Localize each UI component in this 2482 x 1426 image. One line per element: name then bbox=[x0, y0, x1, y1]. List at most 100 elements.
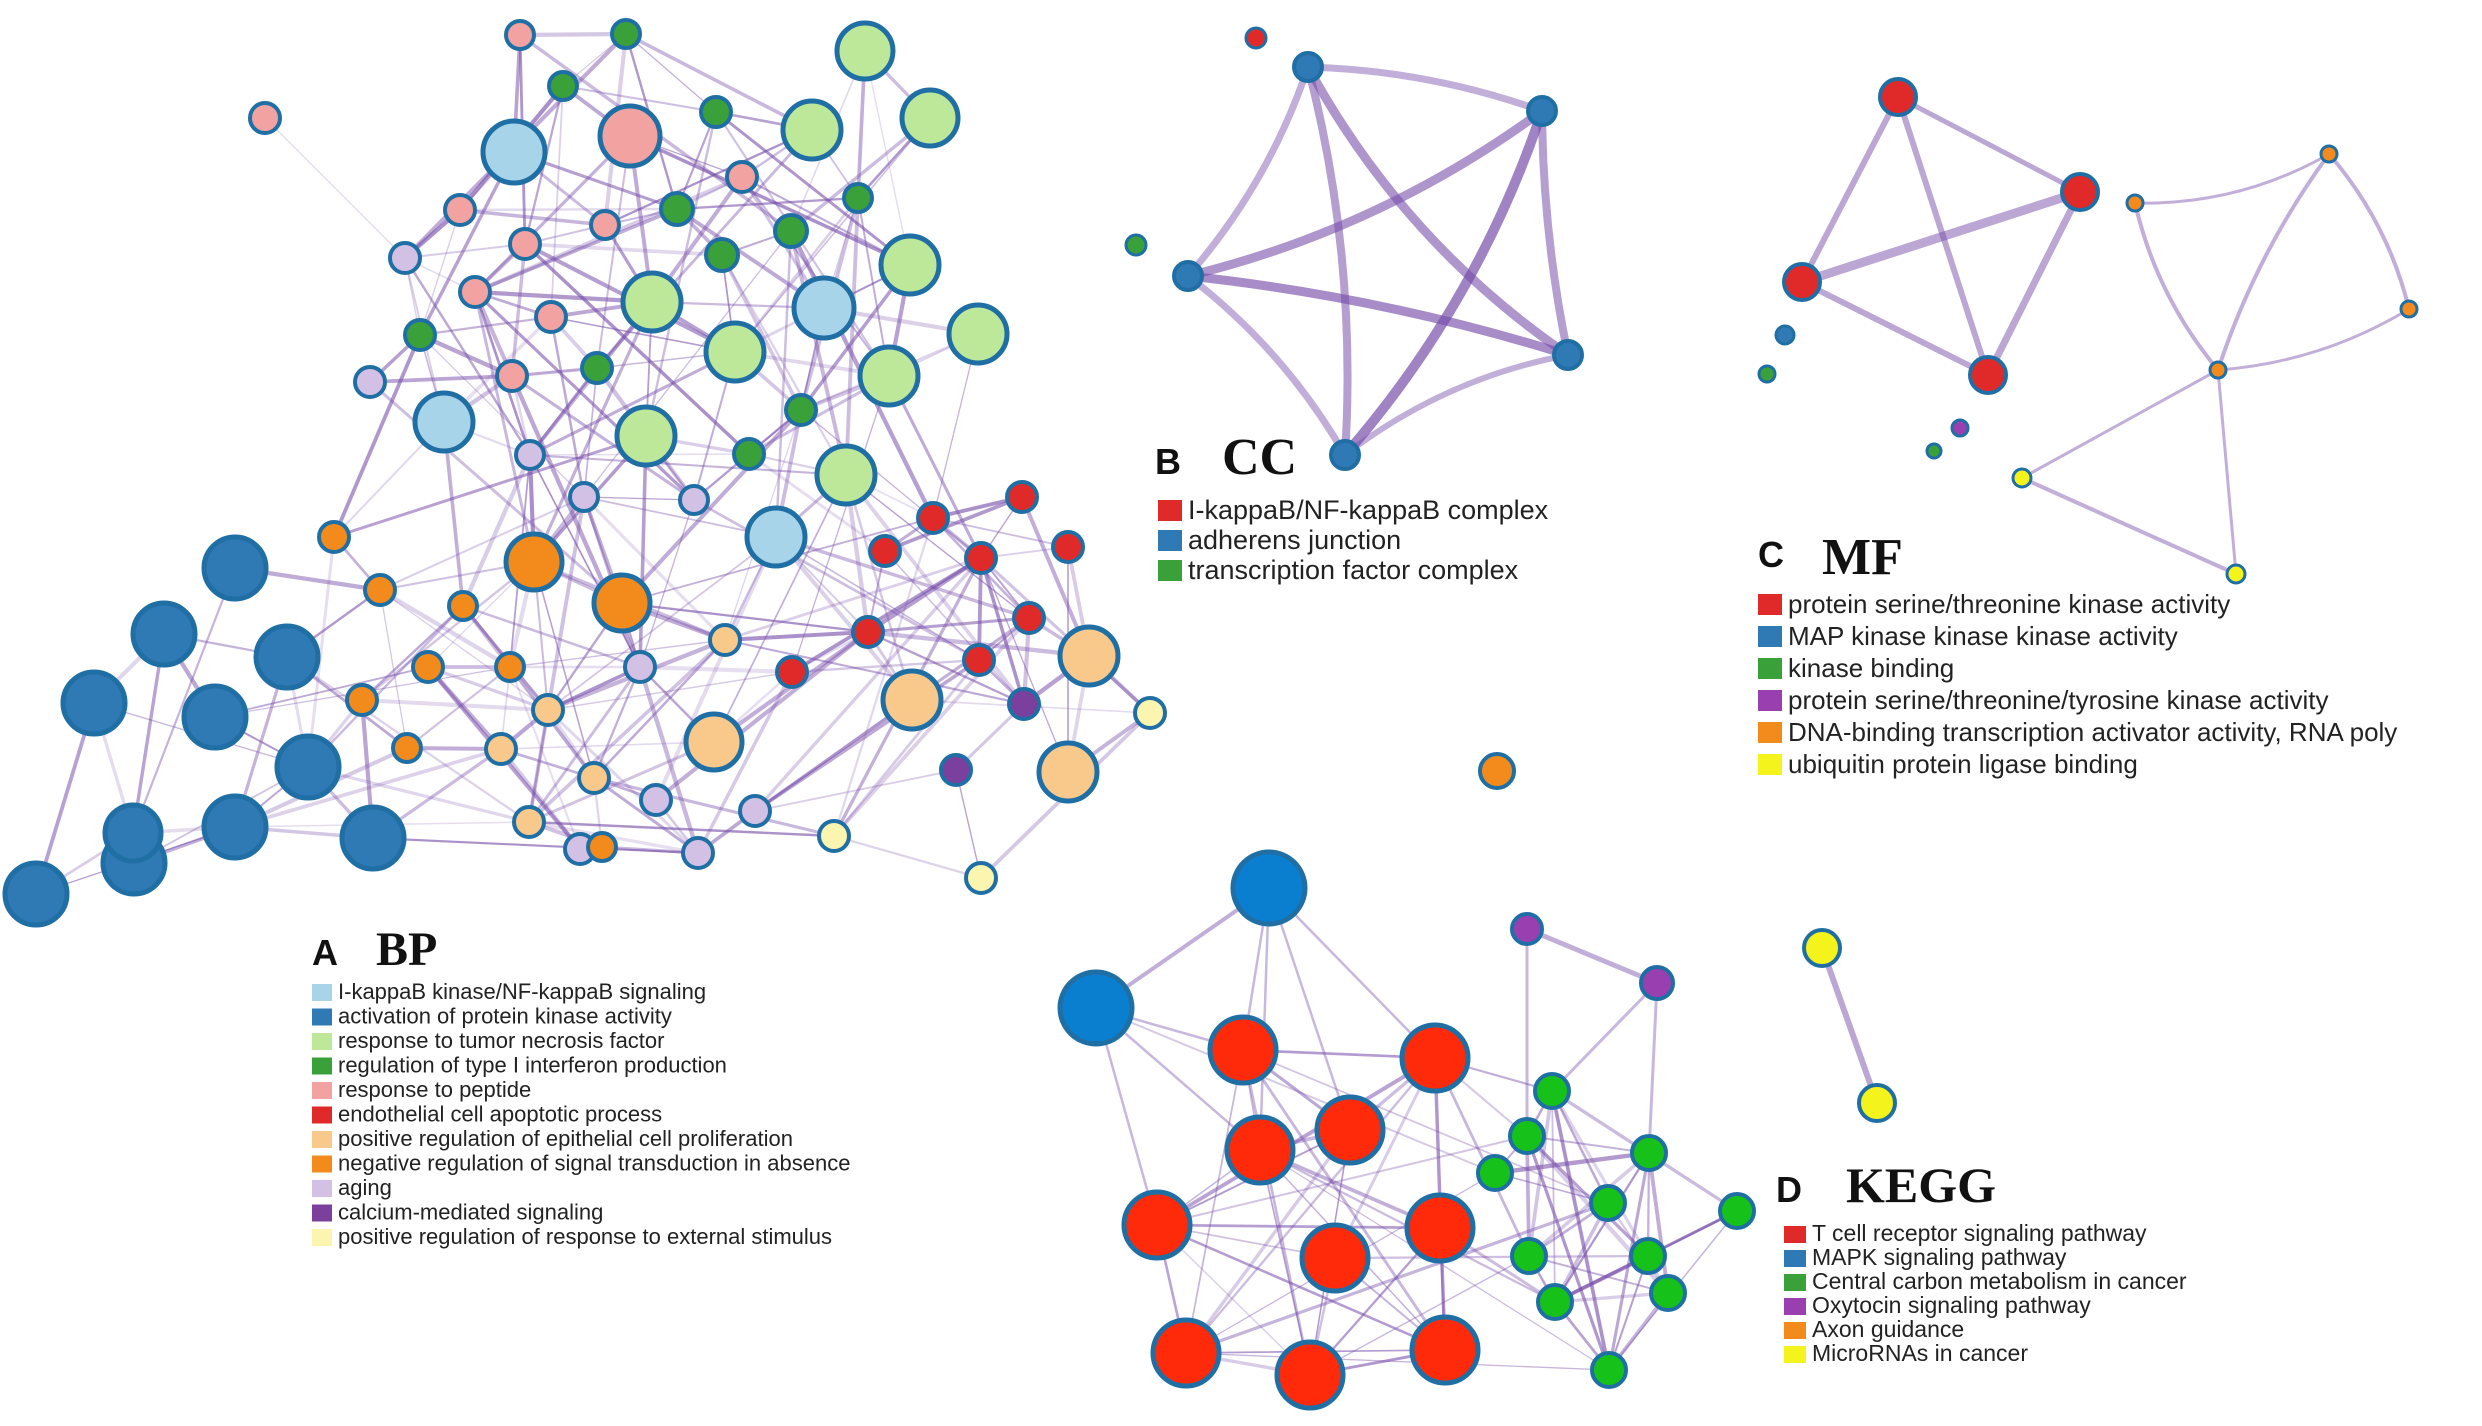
bp-edge bbox=[866, 616, 1031, 634]
cc-node bbox=[1172, 260, 1204, 292]
kegg-node bbox=[1409, 1314, 1481, 1386]
mf-edge bbox=[2327, 152, 2411, 311]
kegg-node bbox=[1630, 1134, 1668, 1172]
bp-edge bbox=[131, 632, 166, 835]
mf-edge bbox=[1797, 187, 2085, 287]
kegg-edge bbox=[1550, 1089, 1610, 1205]
bp-node bbox=[514, 439, 546, 471]
kegg-node bbox=[1121, 1189, 1193, 1261]
kegg-edge bbox=[1551, 1090, 1556, 1303]
bp-node bbox=[791, 275, 857, 341]
kegg-edge bbox=[1525, 1134, 1651, 1155]
legend-label: response to peptide bbox=[338, 1077, 531, 1102]
kegg-edge bbox=[1184, 1201, 1610, 1355]
bp-node bbox=[916, 501, 950, 535]
bp-edge bbox=[582, 495, 727, 642]
bp-edge bbox=[592, 665, 642, 780]
bp-node bbox=[411, 650, 445, 684]
bp-edge bbox=[306, 765, 531, 824]
bp-edge bbox=[517, 31, 629, 38]
kegg-node bbox=[1802, 928, 1842, 968]
legend-swatch bbox=[1784, 1250, 1806, 1267]
bp-edge bbox=[624, 32, 814, 132]
kegg-edge bbox=[1550, 1089, 1650, 1258]
panel-title-mf: MF bbox=[1822, 529, 1903, 586]
bp-edge bbox=[883, 495, 1024, 553]
kegg-edge bbox=[1241, 1048, 1312, 1377]
bp-node bbox=[946, 302, 1010, 366]
kegg-edge bbox=[1492, 1150, 1652, 1176]
legend-label: Central carbon metabolism in cancer bbox=[1812, 1268, 2187, 1294]
kegg-edge bbox=[1155, 1223, 1442, 1230]
kegg-edge bbox=[1525, 1134, 1531, 1258]
legend-swatch bbox=[312, 1131, 332, 1148]
panel-letter-c: C bbox=[1758, 534, 1784, 575]
bp-node bbox=[504, 19, 536, 51]
kegg-edge bbox=[1494, 1172, 1609, 1204]
kegg-node bbox=[1639, 965, 1675, 1001]
legend-swatch bbox=[1758, 594, 1782, 615]
mf-node bbox=[2060, 172, 2100, 212]
bp-node bbox=[503, 531, 565, 593]
bp-node bbox=[659, 191, 695, 227]
bp-edge bbox=[789, 229, 848, 477]
bp-edge bbox=[625, 33, 717, 113]
legend-swatch bbox=[1758, 722, 1782, 743]
bp-node bbox=[842, 182, 874, 214]
legend-label: calcium-mediated signaling bbox=[338, 1200, 603, 1225]
bp-edge bbox=[379, 589, 549, 711]
bp-edge bbox=[214, 666, 429, 718]
bp-node bbox=[443, 193, 477, 227]
bp-edge bbox=[832, 658, 981, 838]
bp-node bbox=[1007, 687, 1041, 721]
bp-node bbox=[591, 572, 653, 634]
legend-label: protein serine/threonine kinase activity bbox=[1788, 589, 2230, 619]
bp-node bbox=[547, 70, 579, 102]
legend-label: I-kappaB/NF-kappaB complex bbox=[1188, 495, 1549, 525]
kegg-node bbox=[1857, 1083, 1897, 1123]
mf-edge bbox=[2020, 476, 2238, 576]
bp-node bbox=[964, 861, 998, 895]
cc-edge bbox=[1538, 107, 1572, 359]
bp-edge bbox=[844, 196, 860, 477]
bp-edge bbox=[332, 434, 648, 539]
legend-label: regulation of type I interferon producti… bbox=[338, 1053, 727, 1078]
bp-edge bbox=[473, 134, 632, 294]
kegg-node bbox=[1510, 1237, 1548, 1275]
legend-label: positive regulation of epithelial cell p… bbox=[338, 1126, 793, 1151]
bp-node bbox=[1133, 696, 1167, 730]
bp-edge bbox=[461, 604, 642, 669]
cc-node bbox=[1244, 26, 1268, 50]
kegg-edge bbox=[1550, 981, 1659, 1093]
legend-label: DNA-binding transcription activator acti… bbox=[1788, 717, 2397, 747]
bp-node bbox=[248, 101, 282, 135]
bp-edge bbox=[734, 117, 931, 353]
bp-node bbox=[60, 669, 128, 737]
kegg-edge bbox=[1525, 1134, 1650, 1258]
bp-edge bbox=[596, 135, 631, 369]
bp-edge bbox=[528, 366, 599, 457]
legend-swatch bbox=[1158, 560, 1182, 581]
bp-edge bbox=[620, 601, 870, 634]
cc-node bbox=[1552, 339, 1584, 371]
bp-node bbox=[610, 18, 642, 50]
bp-edge bbox=[714, 110, 912, 267]
bp-edge bbox=[458, 208, 607, 227]
kegg-edge bbox=[1156, 1224, 1311, 1376]
bp-node bbox=[878, 233, 942, 297]
bp-edge bbox=[753, 556, 983, 813]
legend-swatch bbox=[1758, 658, 1782, 679]
bp-edge bbox=[131, 566, 237, 835]
legend-swatch bbox=[1158, 500, 1182, 521]
bp-edge bbox=[628, 134, 912, 267]
kegg-edge bbox=[1241, 1048, 1447, 1352]
kegg-node bbox=[1510, 912, 1544, 946]
legend-label: kinase binding bbox=[1788, 653, 1954, 683]
bp-node bbox=[780, 98, 844, 162]
bp-edge bbox=[418, 150, 516, 337]
bp-node bbox=[201, 793, 269, 861]
cc-edge bbox=[1304, 63, 1546, 115]
legend-swatch bbox=[312, 1204, 332, 1222]
bp-node bbox=[834, 20, 896, 82]
